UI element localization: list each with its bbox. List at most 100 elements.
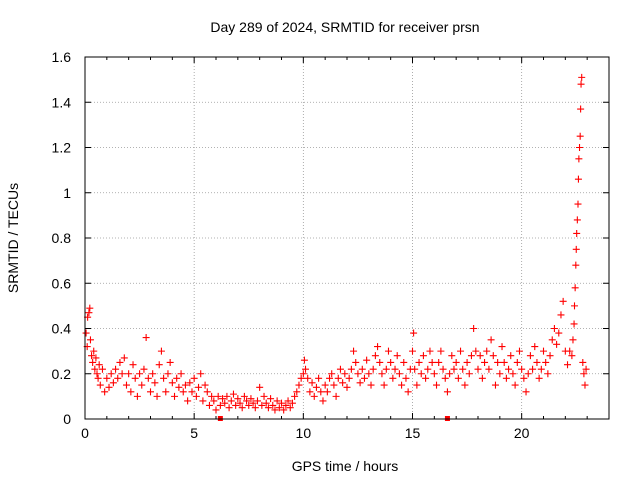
data-point bbox=[520, 374, 528, 382]
data-point bbox=[478, 374, 486, 382]
data-point bbox=[138, 381, 146, 389]
data-point bbox=[306, 388, 314, 396]
data-point bbox=[398, 381, 406, 389]
data-point bbox=[201, 381, 209, 389]
data-point bbox=[402, 374, 410, 382]
data-point bbox=[470, 325, 478, 332]
data-point bbox=[472, 347, 480, 355]
data-point bbox=[582, 365, 590, 373]
y-tick-label: 1 bbox=[63, 185, 71, 201]
data-point bbox=[125, 370, 133, 378]
data-point bbox=[91, 365, 99, 373]
data-point bbox=[422, 374, 430, 382]
data-point bbox=[531, 343, 539, 351]
data-point bbox=[339, 379, 347, 387]
data-point bbox=[529, 365, 537, 373]
data-point bbox=[256, 383, 264, 391]
data-point bbox=[441, 374, 449, 382]
data-point bbox=[284, 397, 292, 405]
data-point bbox=[550, 325, 558, 332]
data-point bbox=[350, 347, 358, 355]
data-point bbox=[162, 388, 170, 396]
data-point bbox=[147, 388, 154, 396]
data-point bbox=[280, 406, 288, 414]
data-point bbox=[380, 381, 388, 389]
data-point bbox=[197, 370, 205, 378]
data-point bbox=[112, 365, 120, 373]
data-point bbox=[225, 404, 233, 412]
data-point bbox=[85, 309, 93, 317]
data-point bbox=[474, 365, 482, 373]
data-point bbox=[203, 388, 211, 396]
data-point bbox=[374, 343, 382, 351]
data-point bbox=[578, 73, 586, 81]
data-point bbox=[332, 392, 340, 400]
data-point bbox=[227, 397, 235, 405]
data-point bbox=[245, 401, 253, 409]
data-point bbox=[487, 336, 495, 344]
data-point bbox=[435, 358, 443, 366]
data-point bbox=[214, 392, 222, 400]
data-point bbox=[120, 354, 128, 362]
data-point bbox=[511, 381, 519, 389]
data-point bbox=[173, 374, 181, 382]
data-point bbox=[483, 347, 491, 355]
data-point bbox=[282, 401, 290, 409]
data-point bbox=[352, 358, 360, 366]
data-point bbox=[393, 352, 401, 360]
data-point bbox=[249, 399, 257, 407]
data-point bbox=[247, 395, 255, 403]
data-point bbox=[212, 406, 220, 414]
data-point bbox=[542, 358, 550, 366]
data-point bbox=[354, 370, 362, 378]
data-point bbox=[310, 392, 318, 400]
data-point bbox=[315, 374, 323, 382]
data-point bbox=[581, 381, 589, 389]
data-point bbox=[142, 334, 150, 342]
data-point bbox=[184, 397, 192, 405]
data-point bbox=[116, 358, 124, 366]
y-tick-label: 1.4 bbox=[52, 94, 72, 110]
data-point bbox=[90, 347, 98, 355]
data-point bbox=[548, 336, 556, 344]
data-point bbox=[400, 358, 408, 366]
data-point bbox=[168, 379, 176, 387]
data-point bbox=[579, 358, 587, 366]
plot-frame bbox=[84, 56, 610, 420]
data-point bbox=[371, 352, 379, 360]
y-tick-label: 1.2 bbox=[52, 140, 72, 156]
data-point bbox=[522, 388, 530, 396]
data-point bbox=[537, 365, 545, 373]
data-point bbox=[92, 354, 100, 362]
data-point bbox=[485, 365, 493, 373]
x-tick-label: 0 bbox=[81, 425, 89, 441]
data-point bbox=[367, 381, 375, 389]
data-point bbox=[461, 381, 469, 389]
data-point bbox=[151, 379, 159, 387]
data-point bbox=[131, 374, 139, 382]
data-point bbox=[302, 365, 310, 373]
data-point bbox=[177, 370, 185, 378]
data-point bbox=[500, 358, 508, 366]
data-point bbox=[98, 365, 106, 373]
data-point bbox=[186, 379, 194, 387]
data-point bbox=[234, 395, 242, 403]
data-point bbox=[232, 401, 240, 409]
data-point bbox=[489, 352, 497, 360]
data-point bbox=[190, 374, 198, 382]
data-point bbox=[262, 399, 270, 407]
data-point bbox=[376, 358, 384, 366]
y-tick-label: 0.8 bbox=[52, 230, 72, 246]
data-point bbox=[133, 392, 141, 400]
data-point bbox=[553, 340, 561, 348]
data-point bbox=[467, 352, 475, 360]
data-point bbox=[573, 229, 581, 237]
data-point bbox=[459, 365, 467, 373]
data-point bbox=[343, 383, 351, 391]
grid-lines bbox=[85, 57, 609, 419]
data-point bbox=[160, 374, 168, 382]
data-point bbox=[494, 358, 502, 366]
data-point bbox=[136, 370, 144, 378]
data-point bbox=[238, 404, 246, 412]
